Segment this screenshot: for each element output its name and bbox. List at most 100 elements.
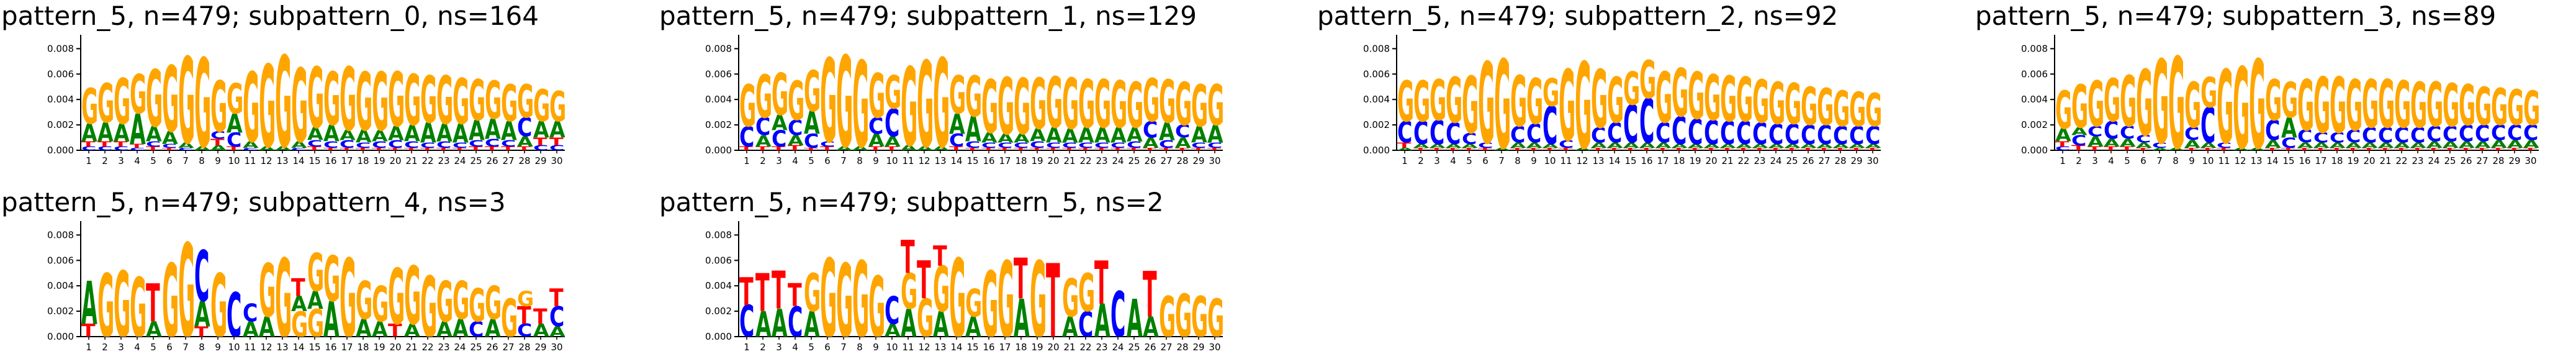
logo-letter-A: A xyxy=(933,145,949,152)
x-tick-label: 14 xyxy=(1608,155,1620,166)
logo-letter-A: A xyxy=(372,127,388,145)
logo-panel: pattern_5, n=479; subpattern_3, ns=89 0.0… xyxy=(1975,1,2539,166)
logo-letter-A: A xyxy=(453,119,469,149)
logo-letter-C: C xyxy=(356,142,371,150)
logo-letter-T: T xyxy=(2313,147,2328,152)
logo-letter-A: A xyxy=(533,320,549,341)
x-tick-label: 10 xyxy=(228,342,240,353)
x-tick-label: 13 xyxy=(2250,155,2262,166)
x-tick-label: 24 xyxy=(1112,342,1124,353)
logo-letter-G: G xyxy=(2378,66,2395,143)
logo-letter-G: G xyxy=(210,256,227,354)
logo-letter-C: C xyxy=(2055,145,2070,152)
x-tick-label: 20 xyxy=(1047,342,1059,353)
logo-letter-C: C xyxy=(1078,142,1093,150)
logo-letter-G: G xyxy=(804,59,821,124)
x-tick-label: 19 xyxy=(1031,155,1043,166)
x-tick-label: 30 xyxy=(551,155,562,166)
logo-letter-T: T xyxy=(549,283,564,312)
logo-letter-T: T xyxy=(1094,249,1109,318)
logo-letter-T: T xyxy=(1510,147,1525,152)
logo-letter-T: T xyxy=(1607,147,1622,152)
logo-letter-G: G xyxy=(243,54,259,165)
logo-letter-A: A xyxy=(178,142,195,150)
logo-letter-G: G xyxy=(453,271,469,332)
logo-letter-A: A xyxy=(227,109,243,139)
logo-letter-A: A xyxy=(1510,142,1527,150)
logo-letter-C: C xyxy=(2217,142,2231,150)
logo-letter-A: A xyxy=(388,122,404,145)
logo-letter-C: C xyxy=(420,142,435,150)
logo-letter-A: A xyxy=(210,144,227,152)
logo-letter-A: A xyxy=(836,145,852,152)
logo-letter-G: G xyxy=(981,253,998,354)
logo-letter-C: C xyxy=(2200,98,2215,155)
logo-letter-T: T xyxy=(2265,147,2280,152)
y-tick-label: 0.008 xyxy=(47,229,74,240)
logo-letter-C: C xyxy=(1607,117,1622,150)
x-tick-label: 1 xyxy=(2060,155,2066,166)
logo-letter-C: C xyxy=(2330,130,2344,146)
logo-letter-G: G xyxy=(178,34,195,171)
logo-letter-G: G xyxy=(836,31,853,176)
x-tick-label: 10 xyxy=(2202,155,2213,166)
logo-letter-T: T xyxy=(1849,147,1864,152)
logo-letter-C: C xyxy=(1817,120,1832,150)
x-tick-label: 26 xyxy=(1144,342,1156,353)
logo-letter-G: G xyxy=(1110,69,1127,143)
x-tick-label: 28 xyxy=(2492,155,2504,166)
logo-letter-T: T xyxy=(755,264,770,324)
logo-letter-T: T xyxy=(2055,140,2069,148)
logo-letter-C: C xyxy=(2523,120,2538,145)
logo-letter-T: T xyxy=(772,261,786,322)
logo-letter-G: G xyxy=(917,37,934,175)
x-tick-label: 16 xyxy=(983,342,994,353)
x-tick-label: 9 xyxy=(215,342,221,353)
logo-letter-C: C xyxy=(97,145,112,152)
logo-letter-T: T xyxy=(436,147,451,152)
logo-letter-C: C xyxy=(788,116,803,140)
x-tick-label: 1 xyxy=(86,155,92,166)
x-tick-label: 6 xyxy=(824,155,831,166)
x-tick-label: 9 xyxy=(1531,155,1537,166)
logo-letter-A: A xyxy=(130,106,146,155)
logo-letter-C: C xyxy=(1833,121,1848,150)
x-tick-label: 15 xyxy=(308,155,320,166)
x-tick-label: 27 xyxy=(1160,155,1172,166)
x-tick-label: 3 xyxy=(118,155,124,166)
logo-letter-G: G xyxy=(259,41,276,173)
logo-letter-C: C xyxy=(885,101,899,145)
logo-letter-C: C xyxy=(2394,124,2409,148)
logo-letter-G: G xyxy=(97,72,114,135)
logo-letter-A: A xyxy=(404,320,420,341)
logo-letter-G: G xyxy=(469,68,485,133)
logo-letter-G: G xyxy=(259,250,276,334)
logo-letter-C: C xyxy=(1752,117,1767,152)
logo-letter-A: A xyxy=(356,127,372,147)
logo-letter-G: G xyxy=(130,261,146,354)
logo-letter-A: A xyxy=(804,105,820,142)
x-tick-label: 12 xyxy=(1576,155,1588,166)
x-tick-label: 10 xyxy=(886,342,898,353)
x-tick-label: 7 xyxy=(1498,155,1505,166)
logo-letter-A: A xyxy=(1607,142,1624,150)
logo-letter-G: G xyxy=(178,218,195,354)
logo-letter-T: T xyxy=(146,274,160,334)
logo-letter-C: C xyxy=(1704,114,1719,152)
logo-letter-A: A xyxy=(755,304,772,345)
x-tick-label: 3 xyxy=(776,342,782,353)
logo-letter-T: T xyxy=(788,144,802,152)
panel-title: pattern_5, n=479; subpattern_3, ns=89 xyxy=(1975,1,2496,31)
logo-letter-T: T xyxy=(998,147,1012,152)
logo-letter-A: A xyxy=(933,304,949,345)
x-tick-label: 16 xyxy=(325,342,336,353)
y-tick-label: 0.000 xyxy=(47,331,74,342)
logo-letter-A: A xyxy=(1526,142,1543,150)
x-tick-label: 30 xyxy=(1209,342,1220,353)
logo-letter-A: A xyxy=(1110,124,1127,148)
logo-letter-G: G xyxy=(372,57,389,149)
logo-letter-T: T xyxy=(1046,243,1060,354)
y-tick-label: 0.004 xyxy=(1363,94,1390,105)
logo-letter-C: C xyxy=(210,130,225,142)
logo-letter-A: A xyxy=(2410,142,2427,150)
